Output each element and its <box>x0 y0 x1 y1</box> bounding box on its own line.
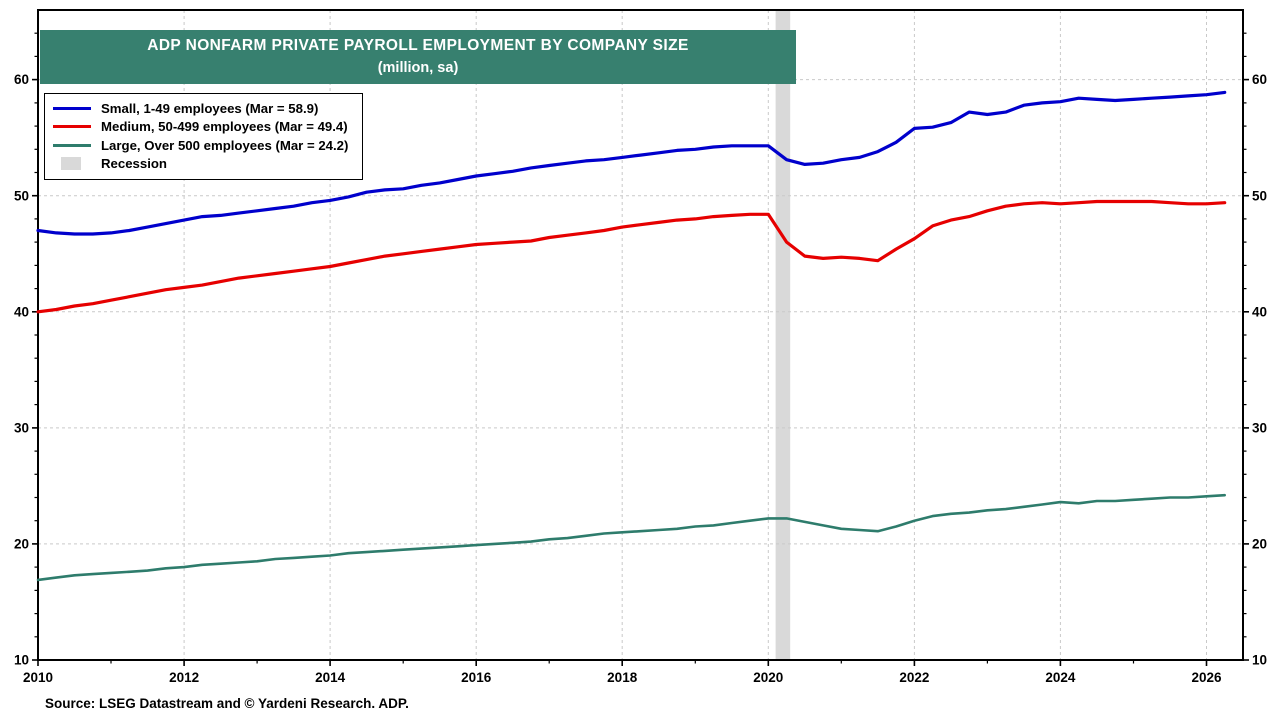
x-tick-label: 2010 <box>23 670 53 685</box>
y-tick-label-right: 20 <box>1252 537 1267 552</box>
x-tick-label: 2022 <box>899 670 929 685</box>
y-tick-label-right: 30 <box>1252 421 1267 436</box>
swatch <box>53 143 91 147</box>
x-tick-label: 2012 <box>169 670 199 685</box>
x-tick-label: 2026 <box>1191 670 1222 685</box>
recession-band <box>775 10 791 660</box>
legend-label: Small, 1-49 employees (Mar = 58.9) <box>101 100 319 116</box>
y-tick-label-right: 60 <box>1252 72 1267 87</box>
legend-item-3: Recession <box>53 155 348 174</box>
y-tick-label-right: 40 <box>1252 304 1267 319</box>
y-tick-label-left: 30 <box>14 421 29 436</box>
gridlines <box>38 10 1243 660</box>
legend-item-0: Small, 1-49 employees (Mar = 58.9) <box>53 99 348 118</box>
y-tick-label-right: 10 <box>1252 653 1267 668</box>
legend: Small, 1-49 employees (Mar = 58.9) Medium… <box>44 93 364 180</box>
legend-item-1: Medium, 50-499 employees (Mar = 49.4) <box>53 118 348 137</box>
swatch <box>61 157 81 171</box>
x-tick-label: 2016 <box>461 670 492 685</box>
swatch <box>53 125 91 129</box>
x-tick-label: 2024 <box>1045 670 1076 685</box>
y-tick-label-left: 20 <box>14 537 29 552</box>
legend-label: Large, Over 500 employees (Mar = 24.2) <box>101 137 349 153</box>
legend-label: Recession <box>101 156 167 172</box>
legend-item-2: Large, Over 500 employees (Mar = 24.2) <box>53 136 348 155</box>
chart-title: ADP NONFARM PRIVATE PAYROLL EMPLOYMENT B… <box>147 37 689 54</box>
legend-label: Medium, 50-499 employees (Mar = 49.4) <box>101 119 348 135</box>
series-line-small <box>36 90 1227 236</box>
x-tick-label: 2018 <box>607 670 638 685</box>
swatch <box>53 106 91 110</box>
chart-subtitle: (million, sa) <box>377 60 459 76</box>
recession-swatch <box>53 157 93 171</box>
x-tick-label: 2020 <box>753 670 783 685</box>
line-swatch-icon <box>53 143 93 147</box>
y-tick-label-left: 10 <box>14 653 29 668</box>
plot-frame <box>37 9 1244 661</box>
x-tick-label: 2014 <box>315 670 346 685</box>
series-line-large <box>36 493 1226 582</box>
source-text: Source: LSEG Datastream and © Yardeni Re… <box>45 696 409 711</box>
series-line-medium <box>36 199 1227 314</box>
y-tick-label-left: 50 <box>14 188 29 203</box>
y-tick-label-left: 40 <box>14 304 29 319</box>
y-tick-label-left: 60 <box>14 72 29 87</box>
chart-title-box: ADP NONFARM PRIVATE PAYROLL EMPLOYMENT B… <box>40 30 796 84</box>
y-tick-label-right: 50 <box>1252 188 1267 203</box>
line-swatch-icon <box>53 106 93 110</box>
line-swatch-icon <box>53 125 93 129</box>
